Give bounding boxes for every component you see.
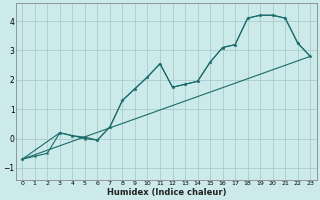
X-axis label: Humidex (Indice chaleur): Humidex (Indice chaleur) [107, 188, 226, 197]
